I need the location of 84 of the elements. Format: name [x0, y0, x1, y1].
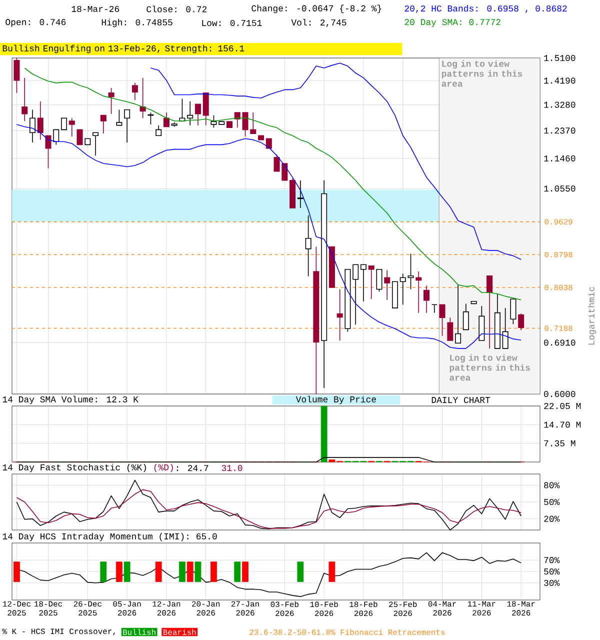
annotation: Log in to view patterns in this area [450, 354, 530, 381]
candlestick [455, 284, 462, 344]
candlestick [266, 138, 272, 149]
candlestick [400, 273, 406, 306]
candlestick [408, 253, 414, 290]
candlestick [163, 112, 170, 128]
candlestick [368, 266, 374, 300]
candlestick [486, 275, 493, 349]
y-axis-title: Logarithmic [588, 287, 596, 345]
text: Vol: 2,745 [291, 18, 346, 28]
y-tick-label: 1.4190 [544, 78, 576, 84]
y-tick-label: 1.1460 [544, 155, 576, 162]
candlestick [140, 77, 146, 119]
candlestick [156, 124, 162, 136]
candlestick [92, 132, 99, 156]
candlestick [194, 104, 201, 126]
candlestick [187, 101, 194, 126]
candlestick [210, 114, 217, 128]
candlestick [53, 129, 60, 146]
y-tick-label: 1.2370 [544, 128, 576, 134]
candlestick [76, 129, 83, 146]
candlestick [124, 109, 130, 143]
text: 18-Mar-26 [72, 6, 120, 12]
y-tick-label: 1.0550 [544, 185, 576, 192]
text: Change: -0.0647 {-8.2 %} [252, 4, 382, 14]
y-tick-label: 1.3280 [544, 102, 576, 108]
text: (%D) [154, 464, 173, 472]
chart-title: 14 Day HCS Intraday Momentum (IMI): 65.0 [2, 532, 217, 542]
candlestick [100, 114, 106, 134]
candlestick [29, 109, 36, 143]
chart-title: 14 Day Fast Stochastic (%K) [2, 464, 146, 472]
y-tick-label: 22.05 M [544, 402, 581, 410]
candlestick [352, 264, 359, 326]
candlestick [202, 92, 209, 126]
candlestick [502, 308, 508, 349]
candlestick [68, 118, 75, 137]
text: 20,2 HC Bands: 0.6958 , 0.8682 [404, 4, 567, 14]
text: High: 0.74855 [102, 18, 172, 28]
chart-title: 14 Day SMA Volume: 12.3 K [2, 396, 138, 404]
y-tick-label: 0.6910 [544, 340, 576, 346]
y-tick-label: 80% [544, 482, 560, 488]
text: DAILY CHART [432, 396, 490, 404]
candlestick [305, 214, 312, 277]
candlestick [424, 285, 430, 314]
y-tick-label: 1.5100 [544, 54, 576, 62]
candlestick [297, 180, 304, 208]
candlestick [416, 271, 422, 314]
text: Close: 0.72 [146, 6, 207, 12]
y-tick-label: 7.35 M [544, 440, 576, 446]
y-tick-label: 50% [544, 498, 560, 506]
candlestick [14, 58, 20, 94]
y-tick-label: 30% [544, 580, 560, 586]
text: : 24.7 [176, 464, 208, 471]
candlestick [376, 268, 382, 292]
candlestick [447, 317, 454, 341]
candlestick [431, 304, 438, 314]
candlestick [510, 298, 516, 325]
y-tick-label: 20% [544, 516, 560, 522]
text: Bullish Engulfing on 13-Feb-26, Strength: 156.1 [2, 44, 244, 54]
candlestick [462, 303, 469, 330]
candlestick [116, 109, 122, 126]
candlestick [37, 101, 44, 140]
candlestick [234, 112, 240, 128]
candlestick [518, 313, 524, 331]
candlestick [336, 288, 343, 341]
band-label: Log in to view patterns in this area [442, 60, 522, 87]
candlestick [45, 135, 52, 169]
y-tick-label: 14.70 M [544, 422, 581, 428]
text: Open: 0.746 [6, 19, 66, 27]
candlestick [132, 82, 138, 101]
y-tick-label: 70% [544, 557, 560, 564]
text: Volume By Price [296, 396, 376, 404]
candlestick [384, 270, 390, 300]
candlestick [439, 304, 446, 336]
bar [320, 406, 328, 462]
y-tick-label: 50% [544, 568, 560, 575]
candlestick [108, 87, 114, 114]
text: 31.0 [222, 464, 242, 472]
y-tick-label: 0.6000 [544, 390, 576, 398]
candlestick [360, 264, 366, 302]
text: Low: 0.7151 [202, 20, 262, 26]
candlestick [61, 118, 68, 130]
candlestick [22, 77, 28, 122]
text: 20 Day SMA: 0.7772 [404, 19, 500, 27]
